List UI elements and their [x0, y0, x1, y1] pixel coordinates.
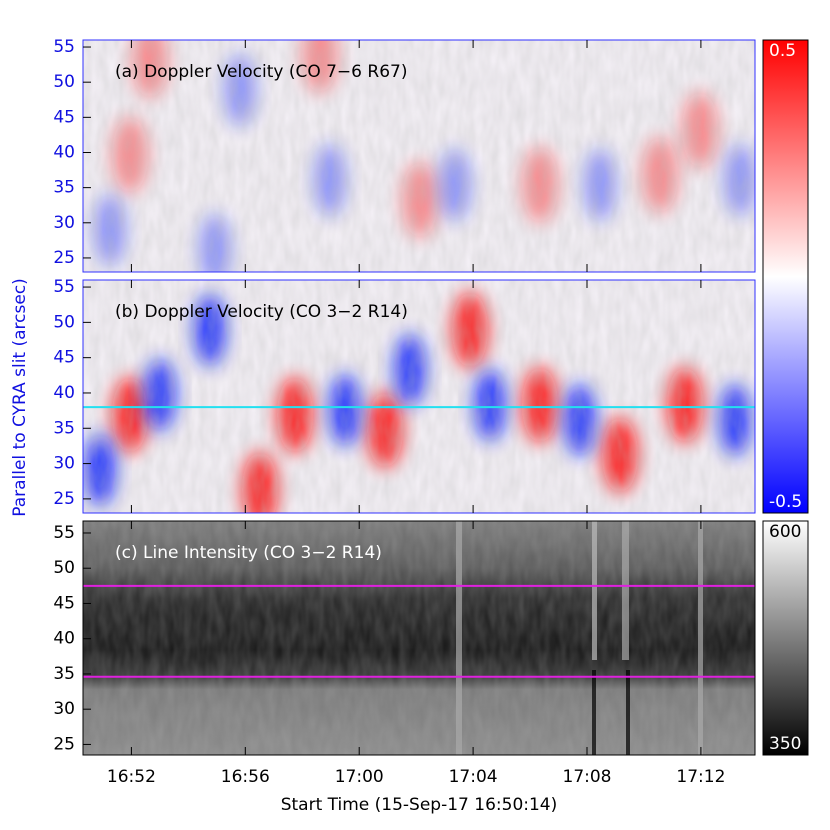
x-axis-label: Start Time (15-Sep-17 16:50:14)	[281, 795, 558, 815]
y-tick-label: 45	[53, 348, 75, 368]
y-axis-label: Parallel to CYRA slit (arcsec)	[10, 278, 30, 517]
y-tick-label: 35	[53, 178, 75, 198]
y-tick-label: 35	[53, 418, 75, 438]
colorbar	[762, 520, 809, 756]
y-tick-label: 55	[53, 523, 75, 543]
y-tick-label: 55	[53, 37, 75, 57]
y-tick-label: 25	[53, 248, 75, 268]
y-tick-label: 55	[53, 277, 75, 297]
heatmap-image	[83, 40, 755, 272]
y-tick-label: 25	[53, 734, 75, 754]
y-tick-label: 40	[53, 629, 75, 649]
y-tick-label: 25	[53, 489, 75, 509]
panel-title: (c) Line Intensity (CO 3−2 R14)	[115, 543, 382, 563]
plot-frame	[82, 39, 756, 273]
y-tick-label: 50	[53, 558, 75, 578]
y-tick-label: 40	[53, 383, 75, 403]
y-tick-label: 50	[53, 312, 75, 332]
y-tick-label: 45	[53, 107, 75, 127]
colorbar-tick-label: -0.5	[769, 492, 802, 512]
y-tick-label: 45	[53, 593, 75, 613]
heatmap-image	[83, 280, 755, 513]
y-tick-label: 40	[53, 142, 75, 162]
heatmap-noise	[83, 40, 755, 272]
x-tick-label: 17:04	[449, 767, 498, 787]
heatmap-noise	[83, 280, 755, 513]
x-tick-label: 17:08	[563, 767, 612, 787]
heatmap-stripe	[698, 521, 703, 755]
plot-frame	[82, 520, 756, 756]
colorbar-tick-label: 350	[769, 734, 801, 754]
y-tick-label: 30	[53, 213, 75, 233]
x-tick-label: 16:56	[221, 767, 270, 787]
heatmap-image	[83, 521, 755, 755]
plot-frame	[82, 279, 756, 514]
y-tick-label: 50	[53, 72, 75, 92]
colorbar	[762, 39, 809, 514]
colorbar-tick-label: 0.5	[769, 41, 796, 61]
panel-title: (b) Doppler Velocity (CO 3−2 R14)	[115, 302, 408, 322]
y-tick-label: 30	[53, 699, 75, 719]
x-tick-label: 16:52	[107, 767, 156, 787]
panel-title: (a) Doppler Velocity (CO 7−6 R67)	[115, 62, 407, 82]
y-tick-label: 30	[53, 454, 75, 474]
colorbar-tick-label: 600	[769, 522, 801, 542]
y-tick-label: 35	[53, 664, 75, 684]
heatmap-stripe	[622, 521, 629, 660]
x-tick-label: 17:12	[676, 767, 725, 787]
heatmap-noise	[83, 521, 755, 755]
heatmap-stripe	[626, 670, 630, 755]
heatmap-stripe	[592, 670, 596, 755]
heatmap-stripe	[456, 521, 462, 755]
heatmap-stripe	[592, 521, 597, 660]
x-tick-label: 17:00	[335, 767, 384, 787]
